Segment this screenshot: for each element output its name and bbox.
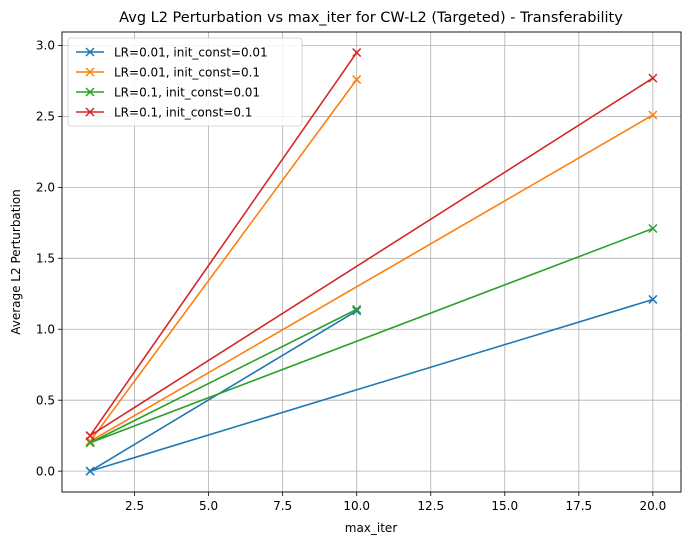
x-tick-label: 12.5 — [417, 499, 444, 513]
x-tick-label: 7.5 — [273, 499, 292, 513]
x-tick-label: 2.5 — [125, 499, 144, 513]
chart-title: Avg L2 Perturbation vs max_iter for CW-L… — [119, 10, 623, 26]
data-point — [648, 223, 658, 234]
data-point — [648, 110, 658, 120]
legend-label: LR=0.01, init_const=0.1 — [114, 65, 260, 79]
data-point — [85, 438, 95, 448]
y-tick-label: 0.0 — [36, 464, 55, 478]
data-point — [352, 306, 362, 316]
data-point — [352, 304, 362, 314]
legend-entry: LR=0.01, init_const=0.01 — [76, 45, 268, 59]
series-line — [89, 78, 654, 443]
data-point — [85, 466, 95, 476]
data-point — [648, 294, 658, 304]
x-tick-label: 10.0 — [343, 499, 370, 513]
y-tick-label: 0.5 — [36, 393, 55, 407]
y-tick-label: 1.0 — [36, 322, 55, 336]
y-axis-label: Average L2 Perturbation — [9, 189, 23, 335]
series-1 — [85, 294, 658, 476]
y-tick-label: 3.0 — [36, 39, 55, 53]
series-line — [89, 227, 654, 444]
x-tick-label: 15.0 — [491, 499, 518, 513]
data-point — [352, 75, 362, 85]
series-line — [89, 298, 654, 472]
legend-label: LR=0.1, init_const=0.01 — [114, 85, 260, 99]
x-tick-label: 20.0 — [640, 499, 667, 513]
legend-box — [67, 37, 303, 127]
data-point — [85, 107, 95, 117]
series-4 — [85, 48, 658, 441]
x-tick-label: 17.5 — [565, 499, 592, 513]
series-line — [89, 51, 654, 437]
y-tick-label: 1.5 — [36, 252, 55, 266]
series-lines — [85, 48, 658, 476]
data-point — [85, 67, 95, 77]
legend-entry: LR=0.1, init_const=0.1 — [76, 105, 252, 119]
legend-label: LR=0.01, init_const=0.01 — [114, 45, 268, 59]
data-point — [85, 47, 95, 57]
data-point — [352, 48, 362, 58]
series-3 — [85, 223, 658, 448]
x-tick-label: 5.0 — [199, 499, 218, 513]
legend-entry: LR=0.01, init_const=0.1 — [76, 65, 260, 79]
data-point — [85, 431, 95, 441]
data-point — [648, 73, 658, 83]
data-point — [85, 87, 95, 97]
grid — [62, 32, 681, 492]
ticks: 2.5 5.0 7.5 10.0 12.5 15.0 17.5 20.0 0.0 0.5 1.0 1.… — [36, 39, 666, 513]
series-2 — [85, 75, 658, 446]
legend-label: LR=0.1, init_const=0.1 — [114, 105, 252, 119]
legend-entry: LR=0.1, init_const=0.01 — [76, 85, 260, 99]
plot-frame — [61, 31, 682, 493]
y-tick-label: 2.5 — [36, 110, 55, 124]
legend: LR=0.01, init_const=0.01 LR=0.01, init_co… — [67, 37, 303, 127]
x-axis-label: max_iter — [345, 521, 398, 535]
y-tick-label: 2.0 — [36, 181, 55, 195]
